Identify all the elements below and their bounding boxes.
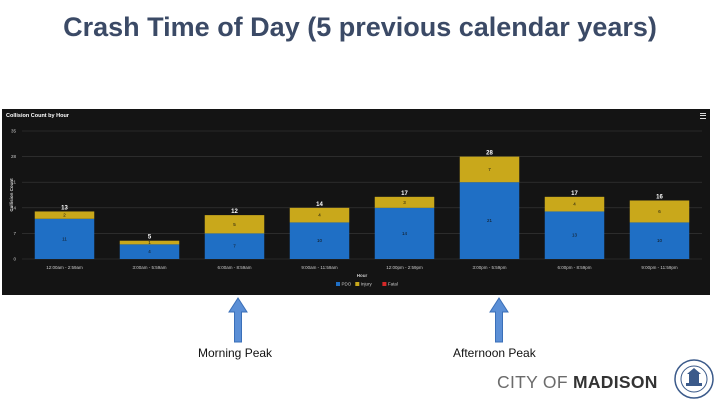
chart-title: Collision Count by Hour <box>6 113 69 119</box>
data-label-injury: 1 <box>148 240 151 245</box>
y-tick-label: 14 <box>11 205 17 210</box>
bar-pdo <box>289 222 350 259</box>
bar-injury <box>119 240 180 245</box>
data-label-pdo: 13 <box>572 233 578 238</box>
legend-swatch <box>382 282 387 286</box>
data-label-injury: 4 <box>573 202 576 207</box>
chart-panel: Collision Count by Hour 0 7 14 21 28 35 Collis… <box>2 109 710 295</box>
logo-madison: MADISON <box>572 372 658 392</box>
x-tick-label: 3:00am - 5:59am <box>132 265 166 270</box>
x-tick-label: 12:00am - 2:59am <box>46 265 83 270</box>
bar-pdo <box>34 218 95 259</box>
bar-injury <box>544 196 605 212</box>
bar-pdo <box>629 222 690 259</box>
morning-peak-arrow-icon <box>228 297 248 343</box>
data-label-injury: 5 <box>233 222 236 227</box>
bar-pdo <box>544 211 605 259</box>
x-tick-label: 9:00pm - 11:59pm <box>641 265 677 270</box>
afternoon-peak-label: Afternoon Peak <box>453 346 536 360</box>
x-tick-label: 6:00am - 8:59am <box>217 265 251 270</box>
bar-injury <box>629 200 690 223</box>
data-label-pdo: 4 <box>148 249 151 254</box>
logo-city-of: CITY OF <box>497 372 573 392</box>
data-label-pdo: 10 <box>317 238 323 243</box>
bar-pdo <box>374 207 435 259</box>
data-label-pdo: 7 <box>233 244 236 249</box>
data-label-pdo: 14 <box>402 231 408 236</box>
data-label-total: 17 <box>401 191 408 197</box>
legend-label: Fatal <box>388 282 398 287</box>
data-label-injury: 6 <box>658 209 661 214</box>
y-tick-label: 21 <box>11 180 17 185</box>
data-label-injury: 2 <box>63 213 66 218</box>
y-tick-label: 0 <box>13 257 16 262</box>
hamburger-menu-icon[interactable] <box>700 113 706 119</box>
data-label-total: 13 <box>61 205 68 211</box>
y-axis-label: Collision Count <box>9 178 14 212</box>
data-label-pdo: 10 <box>657 238 663 243</box>
data-label-injury: 4 <box>318 213 321 218</box>
x-tick-label: 12:00pm - 2:59pm <box>386 265 423 270</box>
data-label-total: 16 <box>656 194 663 200</box>
x-tick-label: 6:00pm - 8:59pm <box>557 265 591 270</box>
morning-peak-label: Morning Peak <box>198 346 273 360</box>
city-seal-icon <box>674 359 714 399</box>
x-tick-label: 9:00am - 11:59am <box>301 265 337 270</box>
data-label-total: 5 <box>148 235 152 241</box>
data-label-injury: 7 <box>488 167 491 172</box>
legend-label: PDO <box>342 282 352 287</box>
x-tick-label: 3:00pm - 5:59pm <box>472 265 506 270</box>
legend-swatch <box>336 282 340 286</box>
x-axis-label: Hour <box>357 273 368 278</box>
legend-swatch <box>355 282 360 286</box>
data-label-total: 17 <box>571 191 578 197</box>
data-label-total: 12 <box>231 209 238 215</box>
bar-injury <box>459 156 520 183</box>
y-tick-label: 35 <box>11 129 17 134</box>
y-tick-label: 7 <box>13 231 16 236</box>
bar-injury <box>204 215 265 234</box>
data-label-injury: 3 <box>403 200 406 205</box>
bar-pdo <box>204 233 265 259</box>
bar-pdo <box>459 182 520 259</box>
data-label-total: 28 <box>486 151 493 157</box>
y-tick-label: 28 <box>11 154 17 159</box>
bar-pdo <box>119 244 180 259</box>
bar-injury <box>374 196 435 208</box>
slide-title: Crash Time of Day (5 previous calendar y… <box>63 12 657 42</box>
bar-injury <box>34 211 95 219</box>
legend-label: Injury <box>361 282 373 287</box>
bar-injury <box>289 207 350 223</box>
data-label-pdo: 11 <box>62 236 67 241</box>
city-logo-text: CITY OF MADISON <box>497 372 658 393</box>
data-label-pdo: 21 <box>487 218 493 223</box>
afternoon-peak-arrow-icon <box>489 297 509 343</box>
data-label-total: 14 <box>316 202 323 208</box>
